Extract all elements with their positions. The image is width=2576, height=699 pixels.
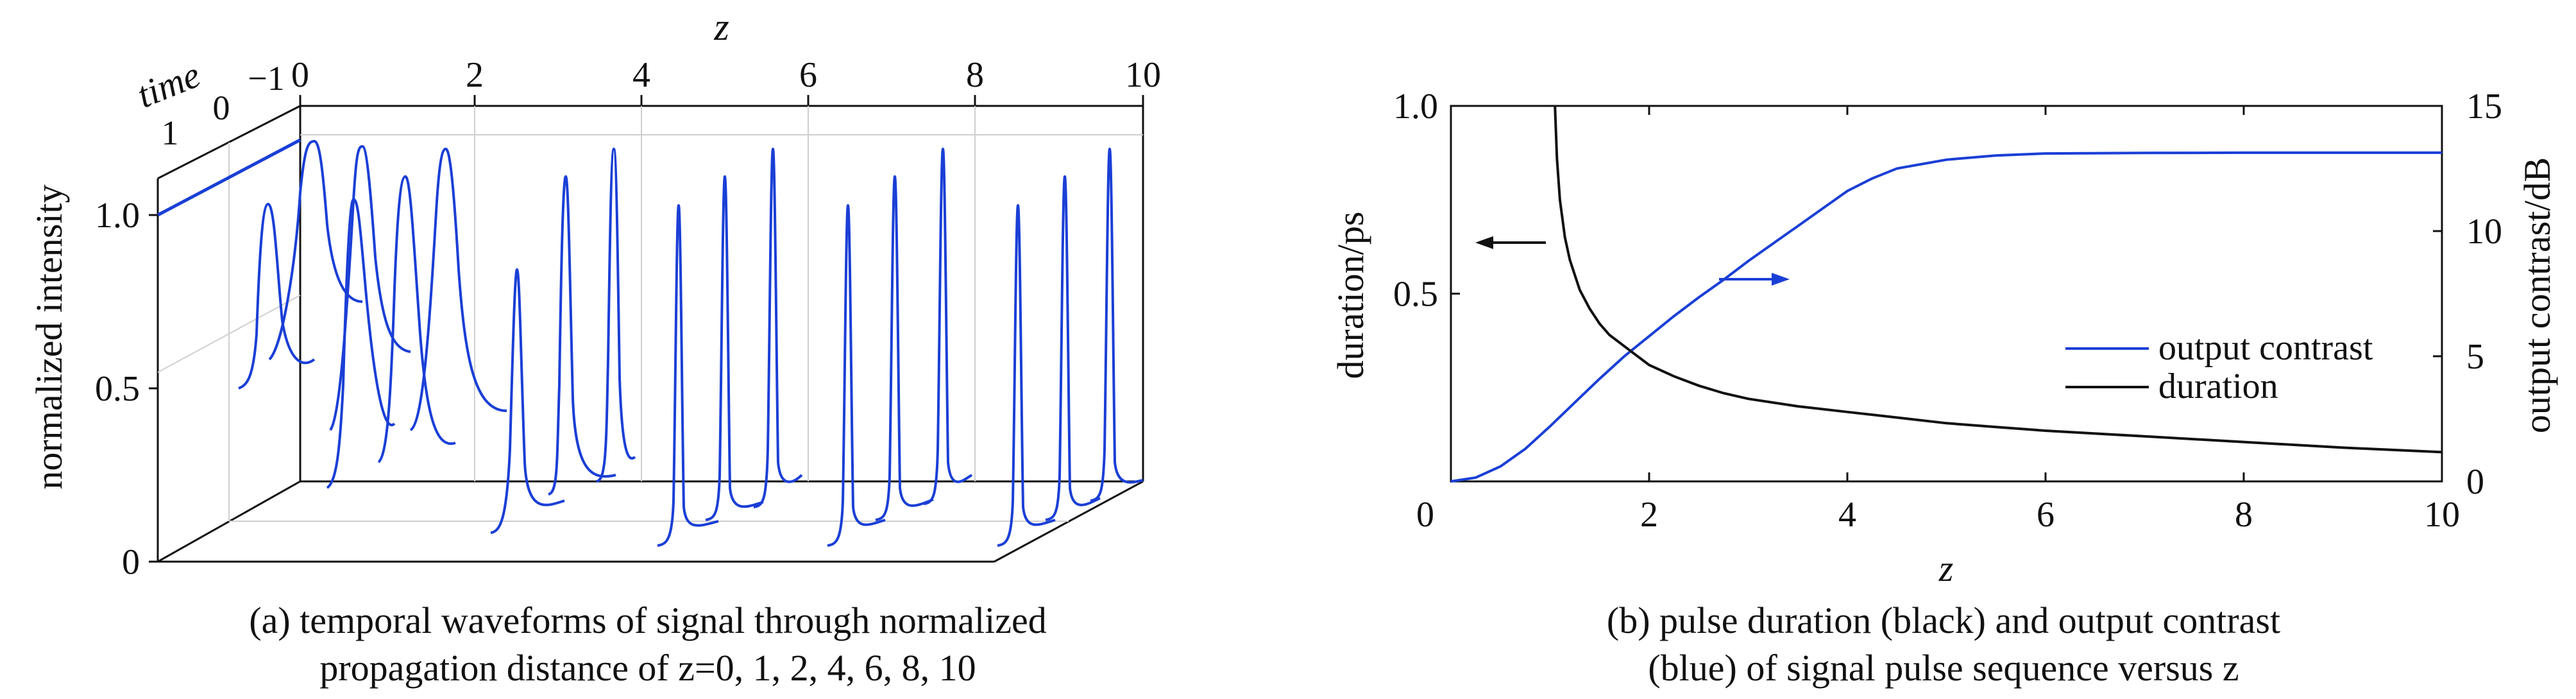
caption-panel-a: (a) temporal waveforms of signal through…: [148, 597, 1148, 692]
y-right-tick-label: 15: [2466, 87, 2502, 126]
time-axis-label: time: [131, 53, 206, 116]
caption-a-line1: (a) temporal waveforms of signal through…: [249, 600, 1047, 641]
x-tick-label: 10: [2424, 495, 2460, 535]
panel-b-linechart: 0 2 4 6 8 10 0.5 1.0 0 5 10 15 z duration/ps output…: [1330, 87, 2558, 589]
y-left-tick-label: 1.0: [1393, 87, 1438, 126]
z-axis-label: z: [713, 6, 729, 48]
series-slice-z2b: [548, 175, 616, 496]
legend-label-duration: duration: [2158, 367, 2278, 406]
series-slice-z8b: [1045, 175, 1101, 521]
series-slice-z2: [490, 268, 565, 534]
legend-label-contrast: output contrast: [2158, 328, 2373, 368]
contrast-arrow: [1719, 273, 1790, 286]
caption-b-line1: (b) pulse duration (black) and output co…: [1606, 600, 2281, 641]
z-tick-label: 4: [632, 55, 650, 95]
panel-a-waterfall: 0 2 4 6 8 10 z 1 0 −1 time 0 0.5 1.0 nor…: [28, 6, 1161, 582]
series-duration: [1554, 105, 2443, 454]
z-tick-label: 2: [466, 55, 484, 95]
z-tick-label: 6: [799, 55, 817, 95]
series-slice-z6b: [875, 175, 934, 521]
y-tick-label: 1.0: [95, 196, 140, 236]
caption-panel-b: (b) pulse duration (black) and output co…: [1462, 597, 2425, 692]
series-slice-z1f: [409, 148, 507, 431]
x-tick-label: 6: [2037, 495, 2055, 535]
series-slice-z8: [997, 204, 1056, 547]
y-left-axis-label: duration/ps: [1330, 212, 1371, 379]
time-tick-label: 0: [213, 89, 230, 127]
caption-a-line2: propagation distance of z=0, 1, 2, 4, 6,…: [319, 647, 976, 689]
series-slice-z10: [1090, 148, 1144, 502]
legend: output contrast duration: [2065, 328, 2373, 406]
y-tick-label: 0.5: [95, 369, 140, 409]
series-slice-z0: [157, 138, 301, 217]
series-slice-z1d: [329, 145, 411, 431]
y-tick-label: 0: [122, 542, 140, 582]
series-slice-z2c: [596, 148, 636, 483]
series-slice-z4: [657, 204, 719, 547]
x-tick-label: 4: [1838, 495, 1856, 535]
time-tick-label: −1: [248, 59, 284, 98]
y-right-tick-label: 10: [2466, 212, 2502, 252]
z-tick-label: 8: [966, 55, 984, 95]
caption-b-line2: (blue) of signal pulse sequence versus z: [1648, 647, 2239, 689]
series-slice-z6c: [923, 148, 973, 505]
y-right-tick-label: 0: [2466, 462, 2484, 502]
y-left-tick-label: 0.5: [1393, 275, 1438, 315]
x-tick-label: 0: [1416, 495, 1434, 535]
z-tick-label: 10: [1125, 55, 1161, 95]
side-wall-top: [157, 105, 301, 180]
y-axis-label: normalized intensity: [28, 184, 70, 489]
z-tick-label: 0: [291, 55, 309, 95]
series-output-contrast: [1450, 151, 2442, 483]
series-slice-z4b: [705, 175, 764, 521]
x-axis-label: z: [1938, 548, 1954, 589]
series-slice-z1e: [377, 175, 456, 463]
series-slice-z1: [238, 203, 316, 390]
x-tick-label: 2: [1640, 495, 1658, 535]
series-slice-z6: [827, 204, 886, 547]
y-right-tick-label: 5: [2466, 337, 2484, 377]
series-slice-z1b: [268, 140, 363, 361]
x-tick-label: 8: [2235, 495, 2253, 535]
duration-arrow: [1475, 236, 1546, 249]
time-tick-label: 1: [162, 114, 179, 152]
y-right-axis-label: output contrast/dB: [2516, 157, 2558, 433]
series-slice-z4c: [753, 148, 803, 508]
plot-frame: [1450, 105, 2443, 483]
